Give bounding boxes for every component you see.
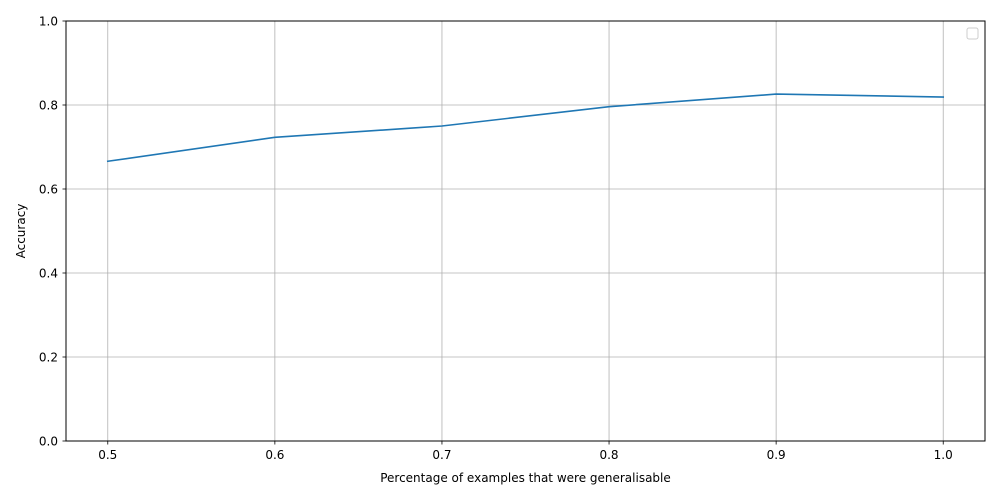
y-axis-label: Accuracy <box>14 204 28 259</box>
x-tick-label: 0.5 <box>98 448 117 462</box>
y-tick-label: 0.8 <box>39 99 58 113</box>
y-tick-label: 0.2 <box>39 351 58 365</box>
x-axis-label: Percentage of examples that were general… <box>380 471 671 485</box>
plot-frame <box>65 20 986 442</box>
y-tick-label: 1.0 <box>39 15 58 29</box>
x-tick-label: 0.7 <box>432 448 451 462</box>
series-line-0 <box>106 93 945 163</box>
x-tick-label: 0.9 <box>767 448 786 462</box>
tick-marks <box>62 20 944 445</box>
y-tick-label: 0.0 <box>39 435 58 449</box>
x-tick-label: 0.8 <box>599 448 618 462</box>
legend-box <box>966 27 979 40</box>
series-layer <box>106 93 945 163</box>
x-tick-label: 0.6 <box>265 448 284 462</box>
x-tick-label: 1.0 <box>934 448 953 462</box>
tick-labels: 0.5 0.6 0.7 0.8 0.9 1.0 0.0 0.2 0.4 0.6 0.8 1.0 <box>39 15 953 463</box>
y-tick-label: 0.6 <box>39 183 58 197</box>
y-tick-label: 0.4 <box>39 267 58 281</box>
